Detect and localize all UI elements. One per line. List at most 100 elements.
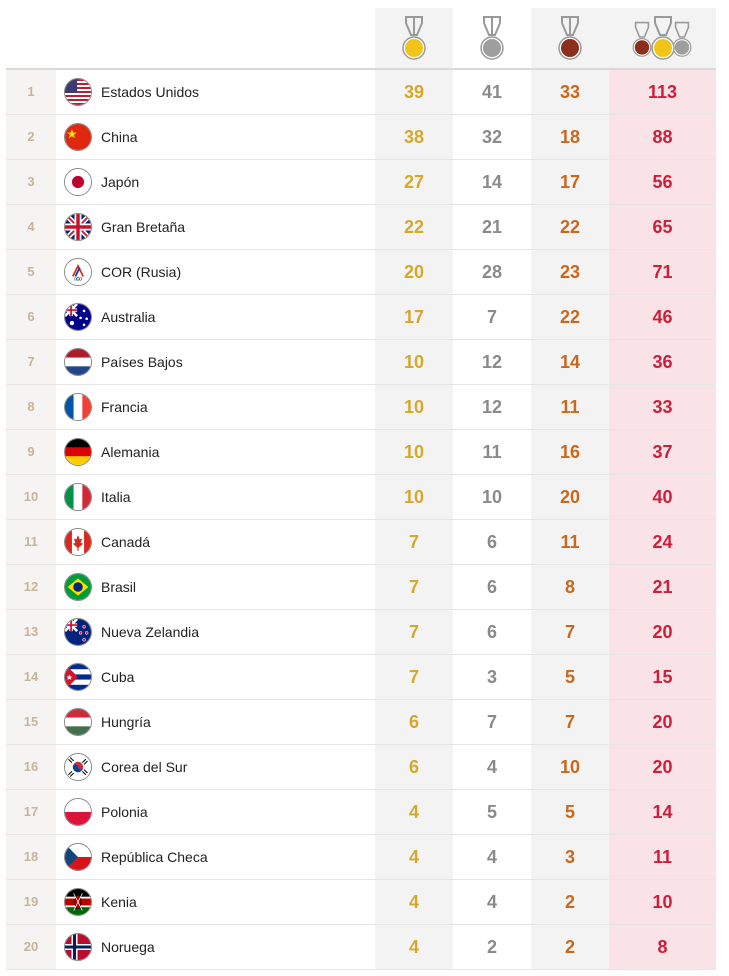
total-count: 8 — [609, 925, 716, 969]
bronze-count: 17 — [531, 160, 609, 204]
silver-count: 10 — [453, 475, 531, 519]
bronze-count: 7 — [531, 700, 609, 744]
silver-medal-icon — [480, 16, 504, 60]
total-count: 71 — [609, 250, 716, 294]
gold-count: 20 — [375, 250, 453, 294]
bronze-count: 23 — [531, 250, 609, 294]
rank-cell — [6, 430, 56, 474]
rank-cell — [6, 205, 56, 249]
au-flag-icon — [64, 303, 92, 331]
rank-cell — [6, 880, 56, 924]
total-count: 24 — [609, 520, 716, 564]
total-count: 46 — [609, 295, 716, 339]
total-count: 56 — [609, 160, 716, 204]
bronze-count: 2 — [531, 880, 609, 924]
total-count: 37 — [609, 430, 716, 474]
bronze-count: 33 — [531, 70, 609, 114]
silver-count: 7 — [453, 700, 531, 744]
gold-medal-icon — [402, 16, 426, 60]
country-name: Japón — [101, 174, 140, 190]
silver-count: 41 — [453, 70, 531, 114]
total-header — [609, 8, 716, 68]
nz-flag-icon — [64, 618, 92, 646]
table-body: 1 Estados Unidos 39 41 33 113 2 China 38 32 18 88 3 J… — [6, 70, 716, 970]
rank-cell — [6, 745, 56, 789]
country-name: Cuba — [101, 669, 135, 685]
silver-count: 4 — [453, 745, 531, 789]
bronze-count: 3 — [531, 835, 609, 879]
fr-flag-icon — [64, 393, 92, 421]
rank: 20 — [23, 939, 39, 954]
silver-count: 4 — [453, 880, 531, 924]
cz-flag-icon — [64, 843, 92, 871]
cu-flag-icon — [64, 663, 92, 691]
table-row: 19 Kenia 4 4 2 10 — [6, 880, 716, 925]
kr-flag-icon — [64, 753, 92, 781]
total-count: 33 — [609, 385, 716, 429]
country-name: Gran Bretaña — [101, 219, 186, 235]
silver-header — [453, 8, 531, 68]
bronze-count: 10 — [531, 745, 609, 789]
country-name: Corea del Sur — [101, 759, 188, 775]
total-count: 10 — [609, 880, 716, 924]
rank-cell — [6, 70, 56, 114]
nl-flag-icon — [64, 348, 92, 376]
table-row: 16 Corea del Sur 6 4 10 20 — [6, 745, 716, 790]
rank: 19 — [23, 894, 39, 909]
total-count: 88 — [609, 115, 716, 159]
rank-cell — [6, 250, 56, 294]
rank-cell — [6, 385, 56, 429]
table-row: 13 Nueva Zelandia 7 6 7 20 — [6, 610, 716, 655]
rank: 14 — [23, 669, 39, 684]
bronze-count: 8 — [531, 565, 609, 609]
gold-count: 10 — [375, 475, 453, 519]
country-name: Kenia — [101, 894, 137, 910]
silver-count: 14 — [453, 160, 531, 204]
silver-count: 32 — [453, 115, 531, 159]
country-name: COR (Rusia) — [101, 264, 182, 280]
rank: 11 — [24, 534, 38, 549]
total-count: 65 — [609, 205, 716, 249]
silver-count: 5 — [453, 790, 531, 834]
bronze-count: 18 — [531, 115, 609, 159]
silver-count: 2 — [453, 925, 531, 969]
gold-count: 22 — [375, 205, 453, 249]
pl-flag-icon — [64, 798, 92, 826]
total-count: 40 — [609, 475, 716, 519]
no-flag-icon — [64, 933, 92, 961]
gold-count: 27 — [375, 160, 453, 204]
bronze-count: 20 — [531, 475, 609, 519]
rank: 12 — [23, 579, 39, 594]
table-row: 1 Estados Unidos 39 41 33 113 — [6, 70, 716, 115]
bronze-count: 5 — [531, 655, 609, 699]
rank: 13 — [23, 624, 39, 639]
rank-cell — [6, 700, 56, 744]
total-count: 20 — [609, 745, 716, 789]
table-row: 6 Australia 17 7 22 46 — [6, 295, 716, 340]
country-name: Alemania — [101, 444, 160, 460]
total-count: 20 — [609, 610, 716, 654]
rank-cell — [6, 340, 56, 384]
total-count: 15 — [609, 655, 716, 699]
rank: 9 — [27, 444, 35, 459]
country-name: Australia — [101, 309, 156, 325]
gold-count: 7 — [375, 565, 453, 609]
br-flag-icon — [64, 573, 92, 601]
table-row: 20 Noruega 4 2 2 8 — [6, 925, 716, 970]
rank: 8 — [27, 399, 35, 414]
rank: 16 — [23, 759, 39, 774]
total-count: 20 — [609, 700, 716, 744]
de-flag-icon — [64, 438, 92, 466]
gold-count: 6 — [375, 700, 453, 744]
rank-cell — [6, 790, 56, 834]
country-name: Noruega — [101, 939, 155, 955]
rank: 17 — [23, 804, 39, 819]
hu-flag-icon — [64, 708, 92, 736]
bronze-count: 5 — [531, 790, 609, 834]
silver-count: 28 — [453, 250, 531, 294]
bronze-header — [531, 8, 609, 68]
country-name: Hungría — [101, 714, 151, 730]
rank-cell — [6, 835, 56, 879]
total-count: 113 — [609, 70, 716, 114]
table-row: 17 Polonia 4 5 5 14 — [6, 790, 716, 835]
